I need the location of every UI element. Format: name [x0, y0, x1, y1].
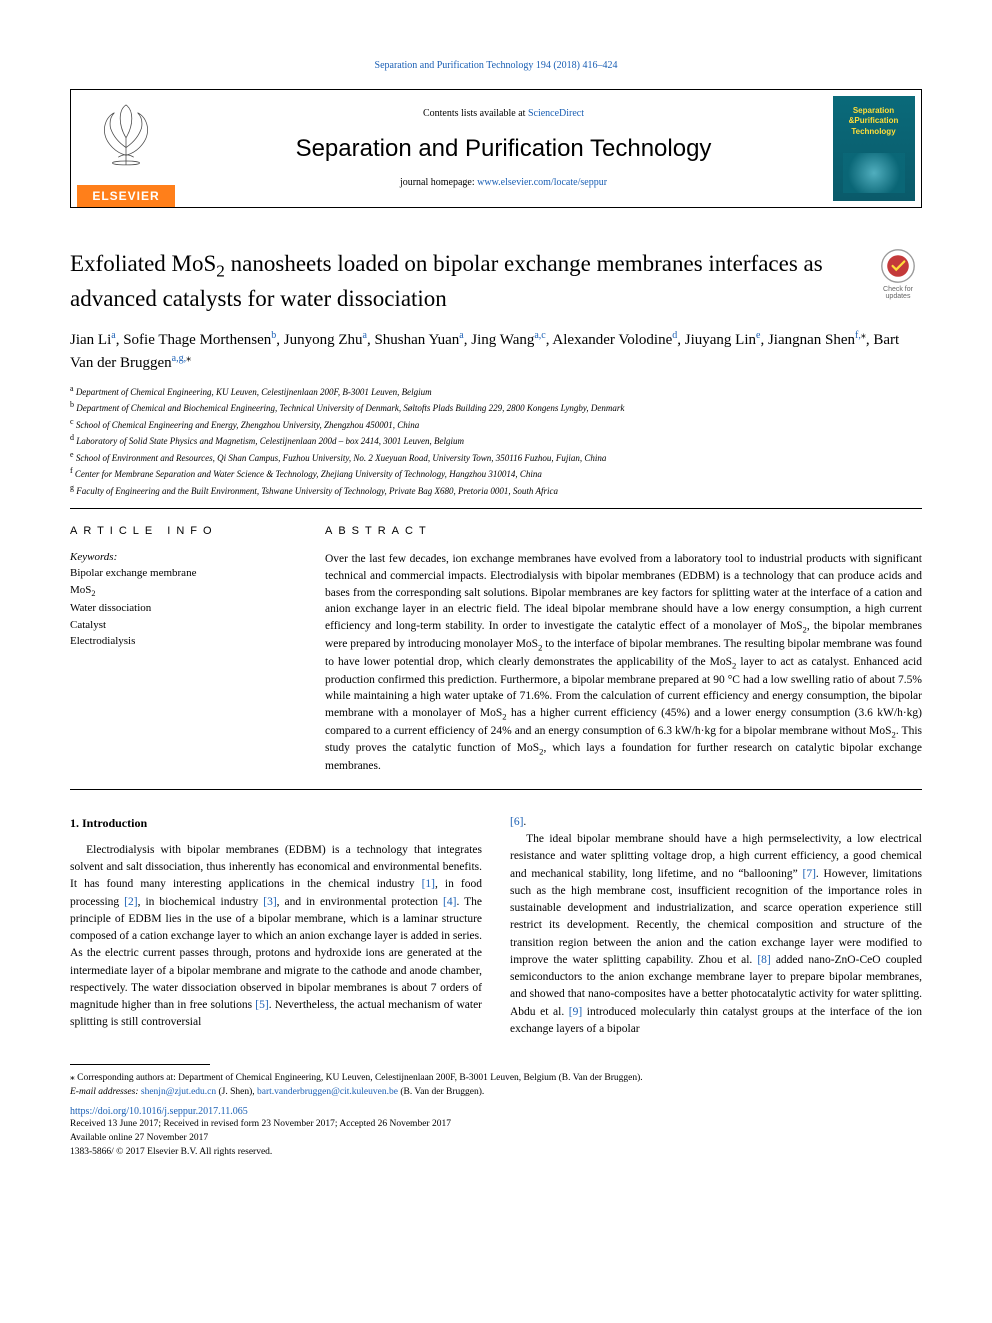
affiliation-line: a Department of Chemical Engineering, KU… — [70, 383, 922, 400]
emails-line: E-mail addresses: shenjn@zjut.edu.cn (J.… — [70, 1085, 922, 1099]
affiliation-line: g Faculty of Engineering and the Built E… — [70, 482, 922, 499]
corresponding-note: ⁎ Corresponding authors at: Department o… — [70, 1071, 922, 1085]
email-who-1: (J. Shen), — [216, 1087, 257, 1097]
abstract-text: Over the last few decades, ion exchange … — [325, 551, 922, 774]
homepage-line: journal homepage: www.elsevier.com/locat… — [191, 177, 816, 188]
homepage-link[interactable]: www.elsevier.com/locate/seppur — [477, 177, 607, 188]
affiliation-line: e School of Environment and Resources, Q… — [70, 449, 922, 466]
body-text: 1. Introduction Electrodialysis with bip… — [70, 814, 922, 1038]
contents-line: Contents lists available at ScienceDirec… — [191, 108, 816, 119]
intro-p1-tail: [6]. — [510, 814, 922, 831]
cover-line3: Technology — [851, 127, 895, 137]
contents-prefix: Contents lists available at — [423, 108, 528, 119]
email-link-2[interactable]: bart.vanderbruggen@cit.kuleuven.be — [257, 1087, 398, 1097]
masthead-left: ELSEVIER — [71, 90, 181, 207]
cover-line1: Separation — [853, 106, 894, 116]
intro-p2: The ideal bipolar membrane should have a… — [510, 831, 922, 1038]
running-head: Separation and Purification Technology 1… — [70, 60, 922, 71]
homepage-prefix: journal homepage: — [400, 177, 477, 188]
emails-label: E-mail addresses: — [70, 1087, 141, 1097]
elsevier-tree-icon — [96, 98, 156, 168]
affiliation-line: f Center for Membrane Separation and Wat… — [70, 465, 922, 482]
doi-link[interactable]: https://doi.org/10.1016/j.seppur.2017.11… — [70, 1106, 922, 1117]
keywords-list: Bipolar exchange membraneMoS2Water disso… — [70, 565, 295, 650]
affiliation-line: d Laboratory of Solid State Physics and … — [70, 432, 922, 449]
history-issn: 1383-5866/ © 2017 Elsevier B.V. All righ… — [70, 1145, 922, 1159]
footnotes: ⁎ Corresponding authors at: Department o… — [70, 1071, 922, 1100]
article-title: Exfoliated MoS2 nanosheets loaded on bip… — [70, 248, 858, 314]
elsevier-wordmark: ELSEVIER — [77, 185, 175, 207]
footnote-divider — [70, 1064, 210, 1065]
masthead-right: Separation &Purification Technology — [826, 90, 921, 207]
keyword-item: Catalyst — [70, 617, 295, 634]
journal-cover-thumb: Separation &Purification Technology — [833, 96, 915, 201]
check-updates-badge[interactable]: Check for updates — [874, 248, 922, 300]
masthead: ELSEVIER Contents lists available at Sci… — [70, 89, 922, 208]
keyword-item: Bipolar exchange membrane — [70, 565, 295, 582]
email-link-1[interactable]: shenjn@zjut.edu.cn — [141, 1087, 216, 1097]
abstract-head: ABSTRACT — [325, 525, 922, 537]
history: Received 13 June 2017; Received in revis… — [70, 1117, 922, 1160]
journal-name: Separation and Purification Technology — [191, 135, 816, 163]
abstract-col: ABSTRACT Over the last few decades, ion … — [325, 525, 922, 774]
authors: Jian Lia, Sofie Thage Morthensenb, Junyo… — [70, 328, 922, 375]
email-who-2: (B. Van der Bruggen). — [398, 1087, 484, 1097]
divider — [70, 508, 922, 509]
article-info-col: ARTICLE INFO Keywords: Bipolar exchange … — [70, 525, 295, 774]
affiliation-line: c School of Chemical Engineering and Ene… — [70, 416, 922, 433]
keyword-item: Electrodialysis — [70, 633, 295, 650]
article-info-head: ARTICLE INFO — [70, 525, 295, 537]
intro-p1: Electrodialysis with bipolar membranes (… — [70, 842, 482, 1032]
affiliations: a Department of Chemical Engineering, KU… — [70, 383, 922, 499]
keywords-label: Keywords: — [70, 551, 295, 563]
divider — [70, 789, 922, 790]
affiliation-line: b Department of Chemical and Biochemical… — [70, 399, 922, 416]
sciencedirect-link[interactable]: ScienceDirect — [528, 108, 584, 119]
history-received: Received 13 June 2017; Received in revis… — [70, 1117, 922, 1131]
check-updates-label: Check for updates — [883, 286, 913, 300]
intro-heading: 1. Introduction — [70, 814, 482, 832]
keyword-item: Water dissociation — [70, 600, 295, 617]
cover-line2: &Purification — [849, 116, 899, 126]
masthead-center: Contents lists available at ScienceDirec… — [181, 90, 826, 207]
keyword-item: MoS2 — [70, 582, 295, 601]
history-online: Available online 27 November 2017 — [70, 1131, 922, 1145]
